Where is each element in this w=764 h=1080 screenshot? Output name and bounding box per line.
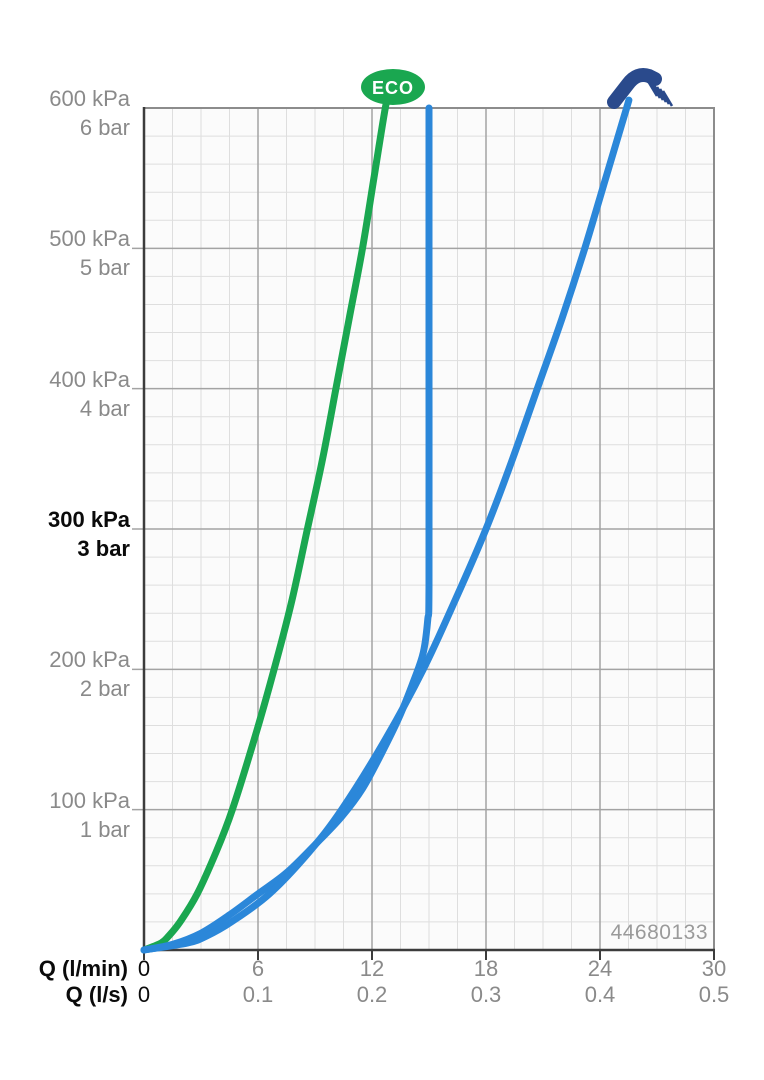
- shower-regulated-curve: [140, 104, 433, 954]
- flow-tick-lmin-12: 12: [359, 956, 385, 981]
- eco-badge-ellipse: [361, 69, 425, 105]
- pressure-label-100: 100 kPa 1 bar: [49, 788, 130, 842]
- eco-badge: ECO: [361, 69, 425, 105]
- flow-tick-ls-0.3: 0.3: [470, 982, 502, 1007]
- flow-tick-lmin-30: 30: [701, 956, 727, 981]
- hand-shower-head: [607, 68, 662, 109]
- flow-tick-ls-0.2: 0.2: [356, 982, 388, 1007]
- flow-tick-ls-0: 0: [137, 982, 151, 1007]
- pressure-label-400: 400 kPa 4 bar: [49, 367, 130, 421]
- flow-tick-ls-0.1: 0.1: [242, 982, 274, 1007]
- chart-grid: [132, 107, 715, 960]
- pressure-label-500: 500 kPa 5 bar: [49, 226, 130, 280]
- hand-shower-icon: [607, 68, 674, 109]
- chart-curves: [140, 96, 633, 954]
- part-number: 44680133: [610, 921, 708, 944]
- x-axis-title-lmin: Q (l/min): [38, 956, 128, 981]
- shower-free-flow-curve: [140, 96, 633, 954]
- eco-badge-label: ECO: [372, 78, 414, 98]
- hand-shower-spray: [646, 80, 674, 107]
- flow-tick-ls-0.4: 0.4: [584, 982, 616, 1007]
- flow-tick-lmin-6: 6: [251, 956, 265, 981]
- flow-tick-lmin-24: 24: [587, 956, 613, 981]
- x-axis-title-ls: Q (l/s): [65, 982, 128, 1007]
- flow-tick-ls-0.5: 0.5: [698, 982, 730, 1007]
- eco-curve: [140, 96, 392, 954]
- pressure-label-300: 300 kPa 3 bar: [48, 507, 130, 561]
- pressure-label-600: 600 kPa 6 bar: [49, 86, 130, 140]
- flow-tick-lmin-18: 18: [473, 956, 499, 981]
- flow-tick-lmin-0: 0: [137, 956, 151, 981]
- pressure-label-200: 200 kPa 2 bar: [49, 647, 130, 701]
